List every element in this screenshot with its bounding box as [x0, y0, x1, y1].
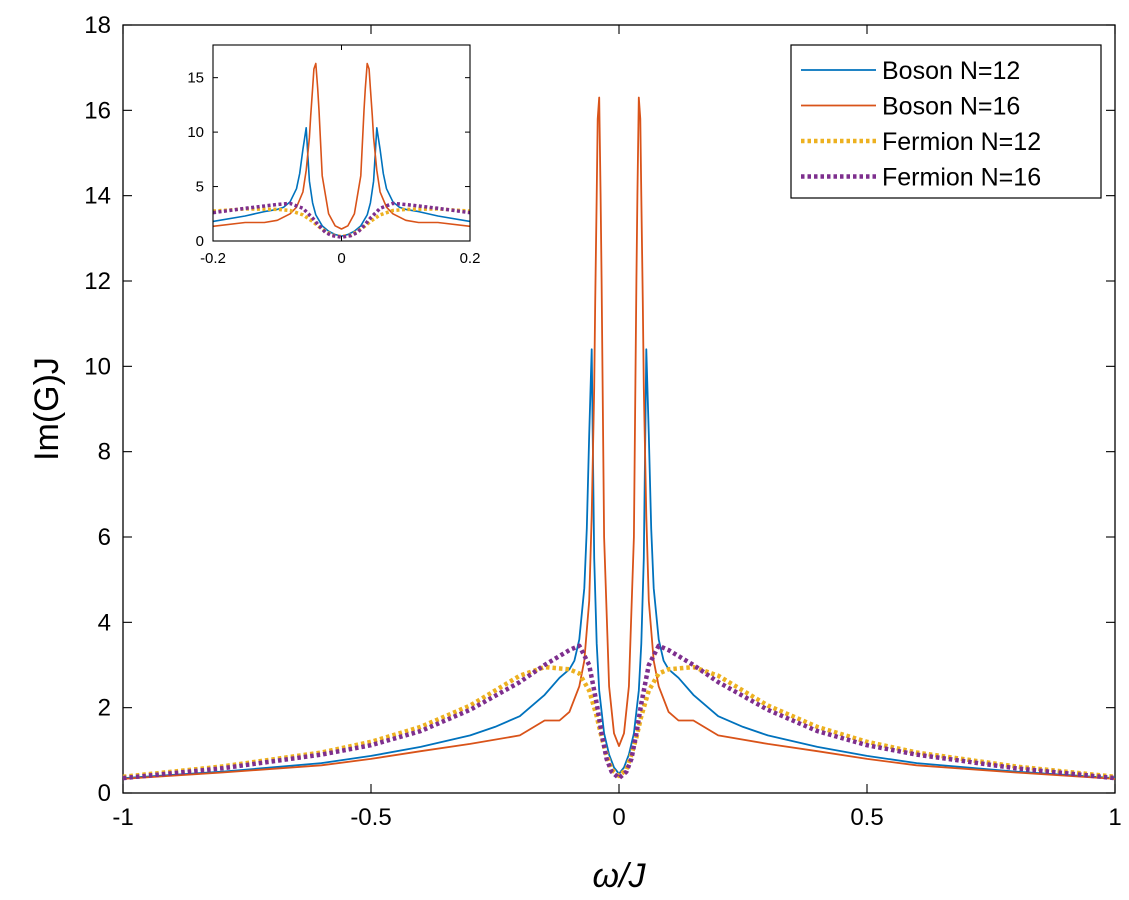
y-tick-label: 16 — [84, 97, 111, 124]
x-axis-title: ω/J — [593, 857, 647, 895]
inset-y-tick-label: 0 — [196, 233, 204, 250]
y-tick-label: 8 — [98, 439, 111, 466]
inset-x-tick-label: 0.2 — [460, 250, 481, 267]
y-tick-label: 18 — [84, 12, 111, 39]
series-line-boson-n-16 — [122, 96, 1116, 780]
legend-label-boson-n-12: Boson N=12 — [882, 57, 1020, 85]
inset-x-tick-label: -0.2 — [200, 250, 226, 267]
y-tick-label: 14 — [84, 183, 111, 210]
y-tick-label: 12 — [84, 268, 111, 295]
inset-series-line-fermion-n-16 — [212, 201, 471, 239]
x-tick-label: -0.5 — [350, 804, 391, 831]
inset-series-line-fermion-n-12 — [212, 207, 471, 239]
y-tick-label: 6 — [98, 524, 111, 551]
legend: Boson N=12 Boson N=16 Fermion N=12 Fermion … — [790, 44, 1102, 199]
legend-label-boson-n-16: Boson N=16 — [882, 93, 1020, 121]
inset-series-line-boson-n-16 — [212, 62, 471, 230]
legend-label-fermion-n-16: Fermion N=16 — [882, 164, 1041, 192]
y-tick-label: 0 — [98, 780, 111, 807]
legend-entries: Boson N=12 Boson N=16 Fermion N=12 Fermion … — [801, 57, 1041, 192]
y-tick-label: 2 — [98, 695, 111, 722]
x-tick-label: 0 — [612, 804, 625, 831]
x-tick-label: 1 — [1108, 804, 1121, 831]
y-tick-label: 4 — [98, 609, 111, 636]
x-tick-label: 0.5 — [850, 804, 883, 831]
inset-y-tick-label: 10 — [187, 124, 204, 141]
y-axis-title: Im(G)J — [28, 357, 66, 461]
inset-background — [213, 45, 470, 241]
inset-y-tick-label: 15 — [187, 70, 204, 87]
main-series-group — [122, 96, 1116, 781]
legend-label-fermion-n-12: Fermion N=12 — [882, 128, 1041, 156]
series-line-boson-n-12 — [122, 348, 1116, 779]
y-tick-label: 10 — [84, 353, 111, 380]
x-tick-label: -1 — [112, 804, 133, 831]
inset-y-tick-label: 5 — [196, 179, 204, 196]
inset-x-tick-label: 0 — [337, 250, 345, 267]
